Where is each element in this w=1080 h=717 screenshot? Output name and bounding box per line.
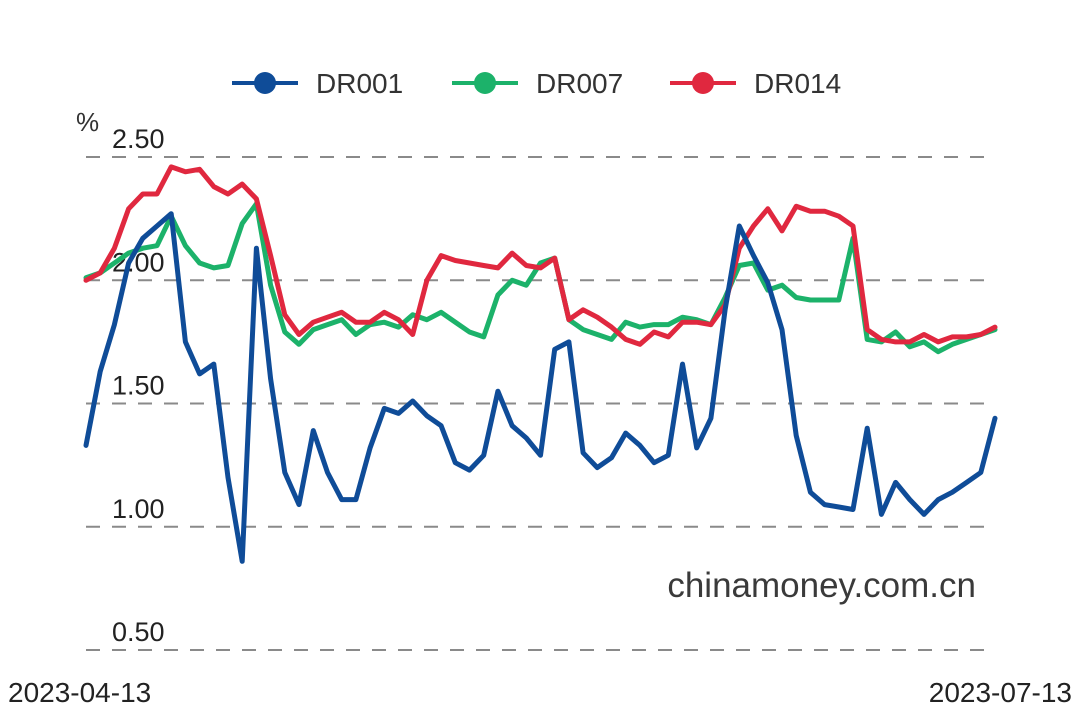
- series-line-dr014: [83, 164, 998, 347]
- legend-marker: [474, 72, 496, 94]
- legend-label: DR014: [754, 68, 841, 99]
- legend-marker: [254, 72, 276, 94]
- watermark: chinamoney.com.cn: [667, 566, 976, 605]
- legend-marker: [692, 72, 714, 94]
- y-tick-label: 0.50: [112, 617, 165, 647]
- legend-label: DR007: [536, 68, 623, 99]
- legend: DR001 DR007 DR014: [232, 68, 841, 99]
- x-end-label: 2023-07-13: [929, 677, 1072, 708]
- y-tick-label: 1.00: [112, 494, 165, 524]
- legend-label: DR001: [316, 68, 403, 99]
- y-unit-label: %: [76, 107, 99, 137]
- y-axis-ticks: 2.502.001.501.000.50: [112, 124, 165, 647]
- series-line-dr007: [83, 201, 998, 355]
- series-lines: [83, 164, 998, 564]
- x-start-label: 2023-04-13: [8, 677, 151, 708]
- legend-item-dr007: DR007: [452, 68, 623, 99]
- series-line-dr001: [83, 211, 998, 564]
- gridlines: [86, 156, 990, 651]
- y-tick-label: 2.50: [112, 124, 165, 154]
- legend-item-dr014: DR014: [670, 68, 841, 99]
- y-tick-label: 1.50: [112, 371, 165, 401]
- legend-item-dr001: DR001: [232, 68, 403, 99]
